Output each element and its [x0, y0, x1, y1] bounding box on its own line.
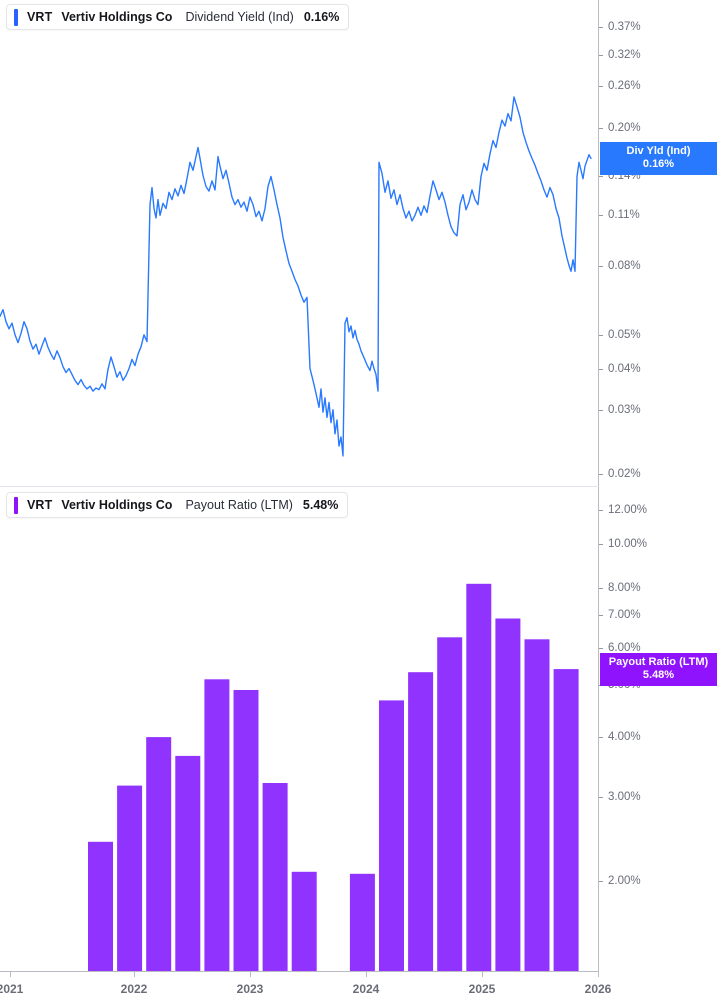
badge-value: 5.48%: [642, 669, 675, 682]
bar[interactable]: [349, 873, 375, 971]
bar[interactable]: [204, 679, 230, 971]
badge-value: 0.16%: [642, 158, 675, 171]
x-tick-label: 2024: [352, 982, 380, 996]
bar[interactable]: [146, 737, 172, 971]
bar[interactable]: [408, 672, 434, 971]
y-tick-label: 8.00%: [608, 582, 641, 594]
legend-metric-value: 0.16%: [303, 10, 340, 24]
x-tick-mark: [598, 972, 599, 977]
x-tick-label: 2023: [236, 982, 264, 996]
y-tick-label: 0.08%: [608, 260, 641, 272]
bar[interactable]: [495, 618, 521, 972]
bar[interactable]: [117, 785, 143, 971]
bar[interactable]: [88, 841, 113, 971]
x-tick-mark: [250, 972, 251, 977]
legend-ticker: VRT: [27, 10, 53, 24]
y-tick-label: 0.03%: [608, 404, 641, 416]
y-tick-label: 0.37%: [608, 21, 641, 33]
legend-company-name: Vertiv Holdings Co: [61, 498, 173, 512]
x-tick-label: 2021: [0, 982, 24, 996]
y-tick-mark: [599, 128, 603, 129]
y-tick-label: 7.00%: [608, 609, 641, 621]
y-tick-mark: [599, 86, 603, 87]
x-tick-mark: [134, 972, 135, 977]
payout-ratio-price-badge[interactable]: Payout Ratio (LTM) 5.48%: [600, 653, 717, 687]
y-tick-mark: [599, 615, 603, 616]
badge-label: Payout Ratio (LTM): [608, 656, 709, 669]
y-tick-mark: [599, 648, 603, 649]
pane-divider: [0, 486, 599, 487]
y-tick-label: 0.11%: [608, 209, 640, 221]
y-tick-mark: [599, 335, 603, 336]
y-tick-mark: [599, 369, 603, 370]
x-tick-label: 2025: [468, 982, 496, 996]
y-tick-label: 3.00%: [608, 791, 641, 803]
dividend-yield-price-badge[interactable]: Div Yld (Ind) 0.16%: [600, 142, 717, 176]
legend-metric-value: 5.48%: [302, 498, 339, 512]
y-tick-mark: [599, 510, 603, 511]
y-tick-label: 0.04%: [608, 363, 641, 375]
y-tick-label: 0.02%: [608, 468, 641, 480]
bar[interactable]: [437, 637, 463, 971]
bar[interactable]: [379, 700, 404, 971]
payout-ratio-bar-plot: [88, 583, 579, 972]
y-tick-label: 10.00%: [608, 538, 648, 550]
bar[interactable]: [291, 871, 317, 971]
dividend-yield-line: [0, 96, 592, 457]
y-tick-label: 6.00%: [608, 642, 641, 654]
bar[interactable]: [524, 639, 550, 971]
y-tick-mark: [599, 737, 603, 738]
y-tick-mark: [599, 881, 603, 882]
legend-color-swatch: [14, 8, 18, 26]
x-tick-mark: [366, 972, 367, 977]
y-tick-mark: [599, 544, 603, 545]
payout-ratio-bars: [88, 583, 579, 972]
y-tick-mark: [599, 797, 603, 798]
dividend-yield-line-plot: [0, 96, 592, 457]
legend-metric-name: Dividend Yield (Ind): [185, 10, 294, 24]
y-tick-label: 0.32%: [608, 49, 641, 61]
time-axis-line: [0, 971, 599, 972]
y-tick-label: 0.05%: [608, 329, 641, 341]
legend-payout-ratio[interactable]: VRT Vertiv Holdings Co Payout Ratio (LTM…: [6, 492, 349, 518]
y-tick-mark: [599, 215, 603, 216]
upper-value-axis-line: [598, 0, 599, 486]
x-tick-mark: [482, 972, 483, 977]
x-tick-label: 2026: [584, 982, 612, 996]
y-tick-mark: [599, 410, 603, 411]
y-tick-label: 2.00%: [608, 875, 641, 887]
lower-value-axis-line: [598, 487, 599, 972]
y-tick-mark: [599, 176, 603, 177]
bar[interactable]: [175, 755, 201, 971]
y-tick-mark: [599, 588, 603, 589]
legend-metric-name: Payout Ratio (LTM): [185, 498, 293, 512]
y-tick-label: 0.20%: [608, 122, 641, 134]
legend-company-name: Vertiv Holdings Co: [61, 10, 173, 24]
bar[interactable]: [262, 783, 288, 971]
legend-color-swatch: [14, 496, 18, 514]
badge-label: Div Yld (Ind): [626, 145, 691, 158]
y-tick-mark: [599, 27, 603, 28]
x-tick-mark: [10, 972, 11, 977]
bar[interactable]: [466, 583, 492, 971]
y-tick-mark: [599, 266, 603, 267]
legend-ticker: VRT: [27, 498, 53, 512]
y-tick-label: 12.00%: [608, 504, 648, 516]
y-tick-mark: [599, 55, 603, 56]
bar[interactable]: [553, 669, 579, 971]
legend-dividend-yield[interactable]: VRT Vertiv Holdings Co Dividend Yield (I…: [6, 4, 350, 30]
y-tick-label: 4.00%: [608, 731, 641, 743]
y-tick-mark: [599, 474, 603, 475]
bar[interactable]: [233, 690, 259, 971]
x-tick-label: 2022: [120, 982, 148, 996]
y-tick-label: 0.26%: [608, 80, 641, 92]
